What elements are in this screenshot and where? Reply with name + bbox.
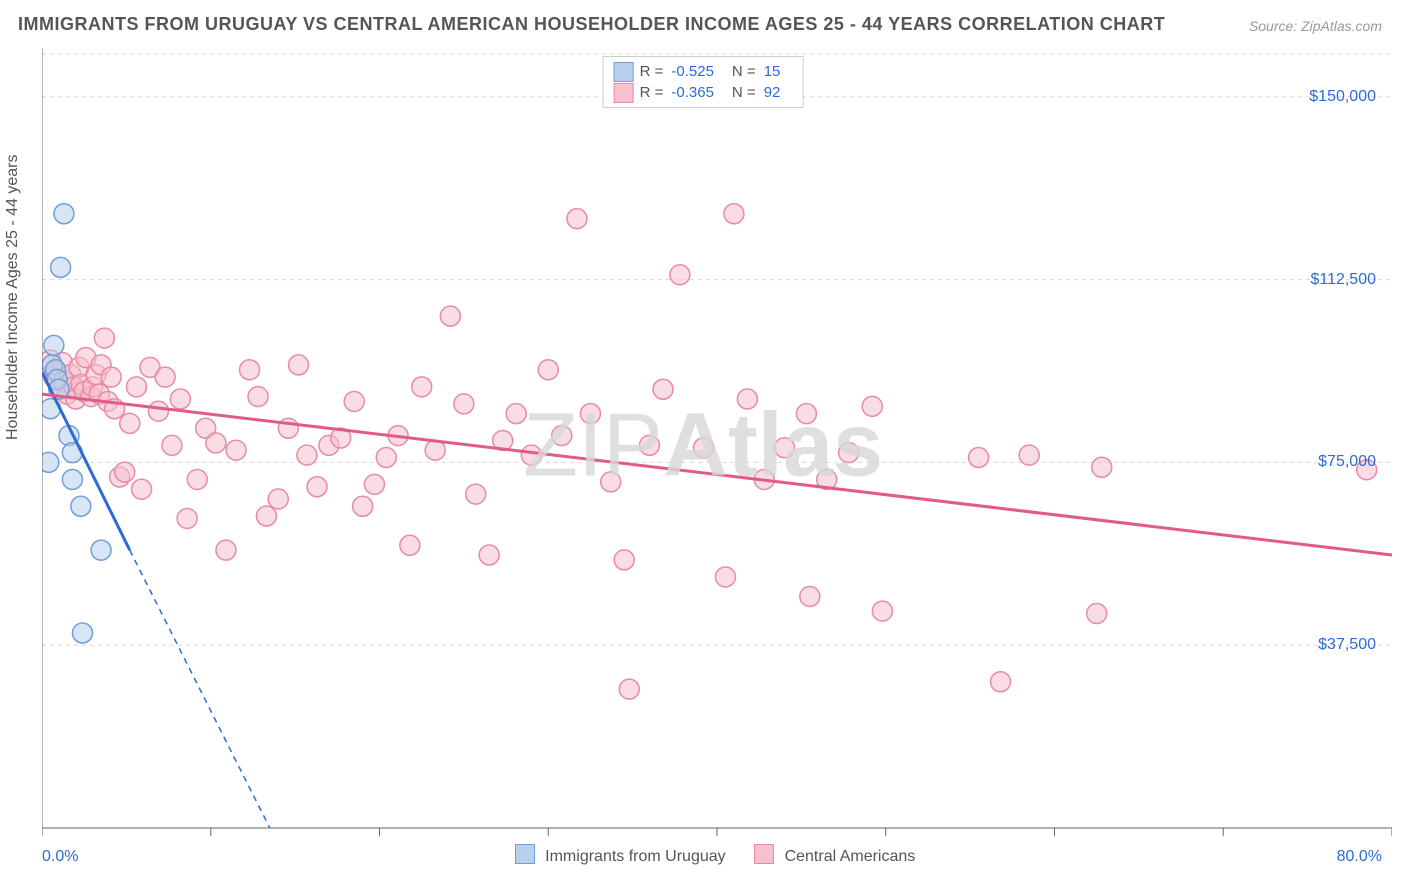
legend-R-value-central: -0.365 (671, 82, 714, 103)
chart-title: IMMIGRANTS FROM URUGUAY VS CENTRAL AMERI… (18, 14, 1165, 35)
points-central-americans (42, 204, 1377, 699)
trendlines (42, 372, 1392, 828)
correlation-legend: R = -0.525 N = 15 R = -0.365 N = 92 (603, 56, 804, 108)
legend-N-value-uruguay: 15 (764, 61, 781, 82)
legend-row-uruguay: R = -0.525 N = 15 (614, 61, 793, 82)
swatch-uruguay (614, 62, 634, 82)
legend-N-value-central: 92 (764, 82, 781, 103)
legend-label-uruguay: Immigrants from Uruguay (545, 848, 726, 865)
y-tick-label: $150,000 (1309, 88, 1376, 106)
y-axis-label: Householder Income Ages 25 - 44 years (4, 155, 22, 441)
y-tick-label: $112,500 (1310, 271, 1376, 289)
legend-R-label: R = (640, 61, 664, 82)
points-uruguay (42, 204, 111, 643)
swatch-central (614, 83, 634, 103)
y-tick-label: $37,500 (1318, 636, 1376, 654)
legend-N-label: N = (732, 61, 756, 82)
series-legend: Immigrants from Uruguay Central American… (0, 844, 1406, 866)
source-attribution: Source: ZipAtlas.com (1249, 18, 1382, 34)
grid-layer (42, 54, 1392, 645)
legend-row-central: R = -0.365 N = 92 (614, 82, 793, 103)
swatch-uruguay-bottom (515, 844, 535, 864)
axes (42, 48, 1392, 836)
scatter-chart (42, 48, 1392, 848)
legend-R-label: R = (640, 82, 664, 103)
legend-label-central: Central Americans (785, 848, 916, 865)
y-tick-label: $75,000 (1318, 453, 1376, 471)
legend-R-value-uruguay: -0.525 (671, 61, 714, 82)
swatch-central-bottom (754, 844, 774, 864)
legend-N-label: N = (732, 82, 756, 103)
